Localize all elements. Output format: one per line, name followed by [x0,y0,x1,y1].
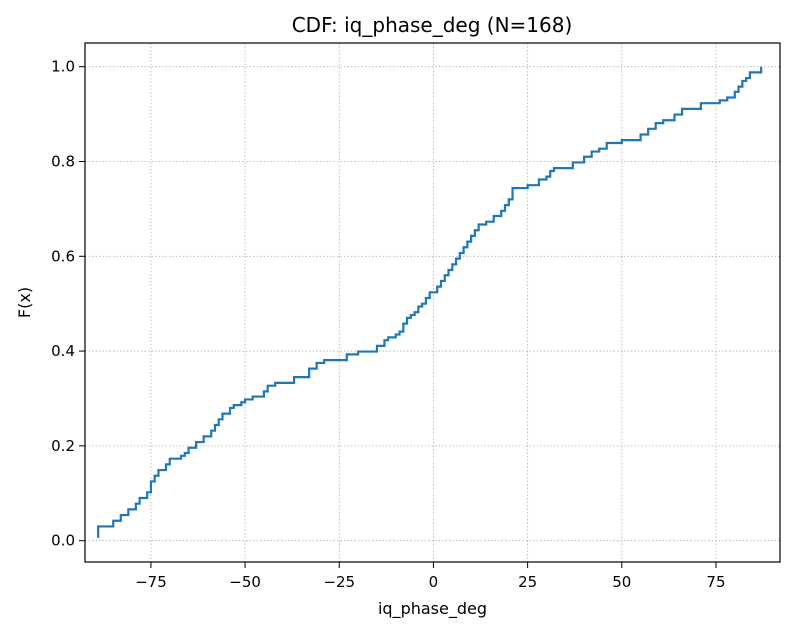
x-tick-label: 50 [612,573,631,591]
ticks: −75 −50 −25 0 25 50 75 0.0 0.2 0.4 0.6 0.8 1.0 [51,58,725,591]
x-tick-label: −75 [135,573,167,591]
x-tick-label: 75 [706,573,725,591]
cdf-series-line [97,66,763,538]
grid [85,43,780,562]
x-tick-label: 25 [518,573,537,591]
x-axis-label: iq_phase_deg [378,599,487,619]
x-tick-label: −25 [323,573,355,591]
y-tick-label: 0.6 [51,247,75,265]
y-tick-label: 0.2 [51,437,75,455]
plot-frame [84,42,781,563]
y-tick-label: 0.8 [51,152,75,170]
series-layer [97,66,763,538]
x-tick-label: 0 [429,573,439,591]
y-tick-label: 0.4 [51,342,75,360]
chart-title: CDF: iq_phase_deg (N=168) [292,13,573,37]
x-tick-label: −50 [229,573,261,591]
y-axis-label: F(x) [15,287,34,318]
y-tick-label: 1.0 [51,58,75,76]
y-tick-label: 0.0 [51,532,75,550]
